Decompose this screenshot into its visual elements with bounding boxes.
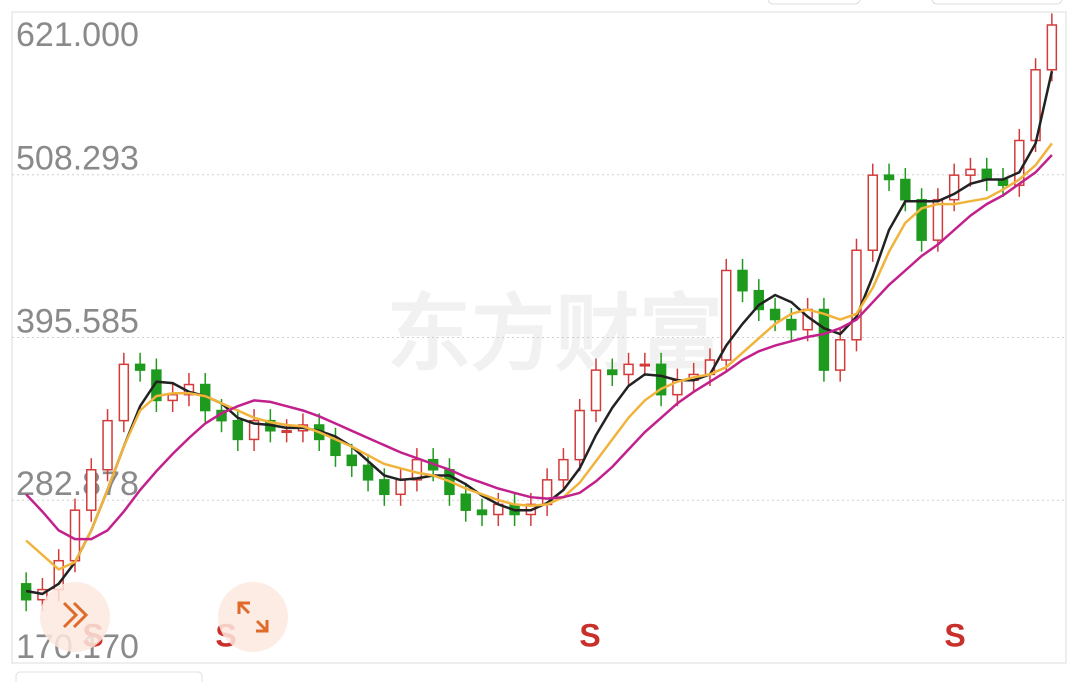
moving-average-line	[25, 154, 1053, 541]
candle-body	[1046, 24, 1058, 71]
chevron-icon	[62, 601, 89, 629]
candle-body	[965, 168, 976, 176]
candle-body	[476, 509, 488, 516]
candle-body	[590, 369, 602, 412]
bottom-tab[interactable]	[15, 671, 203, 686]
candle-body	[769, 308, 781, 321]
candle-body	[411, 458, 423, 481]
collapse-button[interactable]	[40, 582, 110, 652]
candle-body	[900, 178, 911, 201]
candle-body	[721, 269, 732, 361]
candle-body	[118, 363, 130, 422]
y-tick-label: 621.000	[16, 16, 139, 54]
moving-average-line	[25, 142, 1053, 571]
top-tab[interactable]	[931, 0, 1063, 5]
candle-body	[460, 493, 471, 511]
candle-body	[834, 339, 846, 371]
signal-label: S	[579, 617, 600, 653]
candle-body	[232, 419, 244, 441]
candle-body	[362, 464, 374, 481]
y-tick-label: 508.293	[16, 140, 139, 178]
candle-body	[851, 249, 862, 341]
candle-body	[86, 468, 97, 511]
candle-body	[69, 509, 81, 562]
button-circle	[218, 582, 288, 652]
candle-body	[818, 308, 830, 371]
y-tick-label: 282.878	[16, 465, 139, 503]
candle-body	[948, 174, 960, 201]
expand-icon	[237, 601, 269, 633]
candle-body	[346, 454, 357, 467]
candle-body	[932, 198, 944, 241]
signal-label: S	[944, 617, 965, 653]
candle-body	[786, 318, 797, 331]
candle-body	[379, 479, 390, 496]
candle-body	[281, 430, 292, 434]
candle-body	[655, 363, 667, 396]
expand-button[interactable]	[218, 582, 288, 652]
candle-body	[753, 289, 765, 311]
candle-body	[395, 479, 406, 496]
candle-body	[248, 419, 260, 441]
candle-body	[134, 363, 146, 371]
candle-body	[981, 168, 992, 181]
candle-body	[639, 363, 651, 367]
candle-body	[102, 419, 113, 471]
top-tab[interactable]	[767, 0, 861, 5]
candle-body	[607, 369, 618, 376]
candle-body	[574, 409, 585, 461]
candle-body	[916, 198, 927, 241]
watermark: 东方财富	[387, 285, 723, 383]
candle-body	[558, 458, 569, 481]
candle-body	[883, 174, 895, 181]
candle-body	[737, 269, 748, 292]
y-tick-label: 395.585	[16, 302, 139, 340]
candle-body	[867, 174, 878, 252]
candle-body	[623, 363, 634, 376]
candle-body	[151, 369, 162, 402]
candle-body	[167, 393, 178, 402]
